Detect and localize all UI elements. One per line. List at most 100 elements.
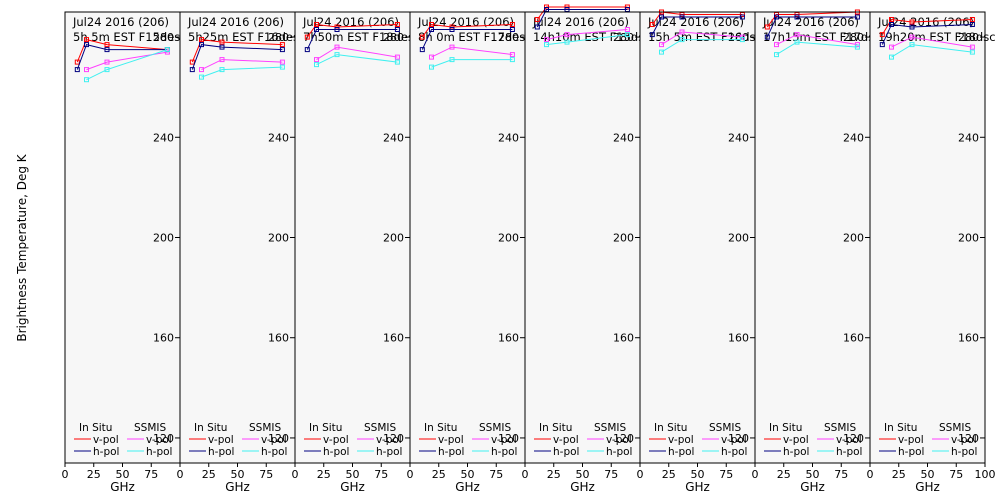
y-tick-label: 240 — [843, 131, 864, 144]
y-tick-label: 120 — [613, 432, 634, 445]
series-line — [891, 36, 973, 48]
legend-insitu-header: In Situ — [194, 422, 227, 434]
series-line — [776, 34, 858, 46]
data-point — [544, 42, 549, 48]
x-tick-label: 75 — [604, 468, 618, 481]
data-point — [909, 24, 915, 30]
series-line — [766, 16, 858, 38]
data-point — [679, 29, 685, 35]
legend-insitu-header: In Situ — [309, 422, 342, 434]
y-tick-label: 160 — [268, 332, 289, 345]
legend-label: h-pol — [323, 446, 349, 458]
y-tick-label: 280 — [958, 31, 979, 44]
x-axis-label: GHz — [455, 480, 480, 494]
series-line — [421, 29, 513, 50]
series-line — [431, 59, 513, 68]
x-tick-label: 75 — [489, 468, 503, 481]
y-tick-label: 160 — [153, 332, 174, 345]
y-tick-label: 200 — [958, 232, 979, 245]
panel-title-time: 5h25m EST F16des — [188, 30, 299, 44]
x-tick-label: 25 — [892, 468, 906, 481]
y-tick-label: 120 — [958, 432, 979, 445]
x-tick-label: 75 — [259, 468, 273, 481]
y-tick-label: 280 — [728, 31, 749, 44]
data-point — [774, 42, 779, 48]
x-tick-label: 0 — [522, 468, 529, 481]
data-point — [104, 42, 110, 48]
data-point — [219, 39, 225, 45]
x-tick-label: 25 — [777, 468, 791, 481]
legend-ssmis-header: SSMIS — [479, 422, 511, 434]
y-tick-label: 280 — [383, 31, 404, 44]
legend-ssmis-header: SSMIS — [249, 422, 281, 434]
data-point — [889, 54, 894, 60]
legend-label: v-pol — [783, 434, 809, 446]
legend-label: v-pol — [208, 434, 234, 446]
data-point — [189, 67, 195, 73]
data-point — [969, 17, 975, 22]
panel-title-date: Jul24 2016 (206) — [762, 15, 859, 29]
x-tick-label: 75 — [374, 468, 388, 481]
series-line — [891, 44, 973, 58]
series-line — [536, 9, 628, 28]
x-axis-label: GHz — [225, 480, 250, 494]
legend-insitu-header: In Situ — [539, 422, 572, 434]
x-tick-label: 75 — [834, 468, 848, 481]
y-tick-label: 240 — [498, 131, 519, 144]
panel-5: Jul24 2016 (206)14h10m EST F15dsc 120 160 2… — [522, 4, 651, 494]
series-line — [76, 44, 168, 70]
panel-3: Jul24 2016 (206)7h50m EST F18des12016020… — [292, 11, 414, 494]
data-point — [334, 52, 340, 58]
data-point — [279, 42, 285, 48]
legend-label: h-pol — [898, 446, 924, 458]
x-axis-label: GHz — [800, 480, 825, 494]
x-tick-label: 25 — [432, 468, 446, 481]
y-tick-label: 160 — [383, 332, 404, 345]
legend-label: v-pol — [438, 434, 464, 446]
x-tick-label: 50 — [921, 468, 935, 481]
data-point — [219, 57, 225, 63]
series-line — [86, 51, 168, 71]
x-tick-label: 50 — [116, 468, 130, 481]
data-point — [394, 54, 400, 60]
y-tick-label: 120 — [153, 432, 174, 445]
legend-label: h-pol — [951, 446, 977, 458]
data-point — [764, 24, 770, 30]
series-line — [76, 39, 168, 63]
x-axis-label: GHz — [570, 480, 595, 494]
y-tick-label: 120 — [498, 432, 519, 445]
data-point — [104, 59, 110, 65]
series-line — [431, 46, 513, 58]
panel-title-time: 15h 5m EST F16dsc — [648, 30, 762, 44]
legend-label: v-pol — [376, 434, 402, 446]
y-tick-label: 120 — [728, 432, 749, 445]
legend-label: h-pol — [491, 446, 517, 458]
data-point — [74, 67, 80, 73]
y-tick-label: 120 — [383, 432, 404, 445]
y-tick-label: 280 — [613, 31, 634, 44]
legend-label: h-pol — [721, 446, 747, 458]
panel-title-date: Jul24 2016 (206) — [72, 15, 169, 29]
data-point — [889, 22, 894, 27]
legend-ssmis-header: SSMIS — [939, 422, 971, 434]
data-point — [334, 27, 340, 32]
data-point — [219, 44, 225, 50]
y-tick-label: 240 — [268, 131, 289, 144]
plot-area — [180, 12, 295, 463]
x-axis-label: GHz — [110, 480, 135, 494]
data-point — [314, 57, 319, 63]
x-tick-label: 50 — [806, 468, 820, 481]
data-point — [334, 44, 340, 50]
data-point — [764, 34, 770, 40]
series-line — [766, 11, 858, 28]
legend-label: v-pol — [491, 434, 517, 446]
data-point — [199, 37, 204, 43]
x-tick-label: 25 — [87, 468, 101, 481]
data-point — [774, 52, 779, 58]
plot-area — [295, 12, 410, 463]
y-tick-label: 160 — [613, 332, 634, 345]
data-point — [679, 37, 685, 43]
legend-label: v-pol — [146, 434, 172, 446]
panel-4: Jul24 2016 (206)8h 0m EST F17des12016020… — [407, 11, 526, 494]
series-line — [306, 29, 398, 50]
